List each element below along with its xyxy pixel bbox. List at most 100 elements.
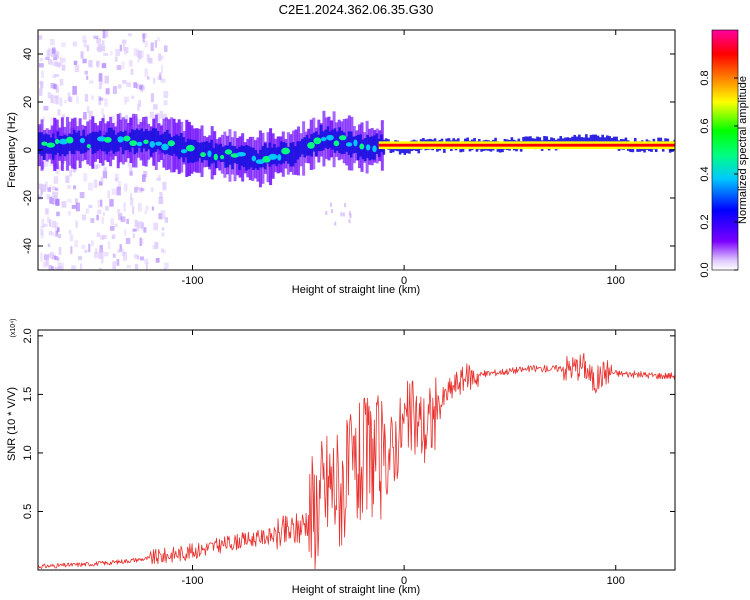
heatmap-noise-cell [154,40,158,48]
heatmap-noise-cell [38,183,43,190]
heatmap-core-cell [224,145,227,168]
heatmap-core-cell [259,149,262,168]
heatmap-core-cell [403,144,407,155]
heatmap-noise-cell [158,213,163,220]
heatmap-noise-cell [153,222,159,231]
heatmap-noise-cell [95,60,100,67]
heatmap-noise-cell [59,97,63,107]
colorbar-tick-label: 0.0 [699,262,711,277]
heatmap-core-cell [592,134,595,146]
heatmap-core-cell [219,143,223,162]
heatmap-noise-cell [112,261,116,270]
heatmap-noise-cell [139,84,144,90]
heatmap-noise-cell [61,64,66,71]
heatmap-core-cell [205,141,209,161]
heatmap-noise-cell [101,108,104,115]
top-y-tick-label: 0 [22,147,34,153]
heatmap-noise-cell [117,249,121,253]
heatmap-noise-cell [42,223,48,227]
heatmap-noise-cell [159,110,164,119]
heatmap-noise-cell [156,37,160,42]
heatmap-noise-cell [39,88,43,96]
heatmap-noise-cell [133,187,138,193]
heatmap-noise-cell [127,162,132,168]
heatmap-noise-cell [98,250,104,259]
heatmap-noise-cell [102,30,106,39]
heatmap-noise-cell [103,52,109,56]
heatmap-noise-cell [45,259,49,266]
heatmap-core-cell [86,134,90,151]
heatmap-core-cell [38,132,41,154]
heatmap-noise-cell [83,112,87,120]
heatmap-noise-cell [74,121,79,128]
heatmap-core-cell [266,147,269,164]
heatmap-noise-cell [51,47,56,54]
heatmap-peak-cell [129,140,138,147]
heatmap-peak-cell [149,141,156,148]
heatmap-core-cell [70,134,74,154]
heatmap-noise-cell [99,267,102,270]
spectrogram-heatmap [38,30,675,270]
heatmap-core-cell [231,145,234,170]
heatmap-peak-cell [180,149,188,154]
heatmap-core-cell [112,130,116,154]
heatmap-peak-cell [313,137,322,145]
heatmap-noise-cell [48,230,53,236]
bottom-x-tick-label: -100 [181,575,203,587]
heatmap-noise-cell [46,194,51,200]
heatmap-noise-cell [61,57,66,63]
heatmap-noise-cell [48,219,52,227]
heatmap-core-cell [180,133,183,158]
heatmap-noise-cell [70,246,73,254]
heatmap-noise-cell [58,266,63,270]
spectrogram-panel: -100 0 100 40 20 0 -20 -40 Height of straight l… [6,29,676,296]
heatmap-noise-cell [84,70,89,75]
heatmap-noise-cell [137,50,142,60]
heatmap-noise-cell [120,216,126,223]
heatmap-noise-cell [53,195,57,204]
heatmap-noise-cell [134,185,138,190]
heatmap-core-cell [342,132,346,154]
heatmap-noise-cell [100,176,104,184]
heatmap-core-cell [193,139,197,162]
colorbar: 0.0 0.2 0.4 0.6 0.8 Normalized spectral ampl… [699,29,749,278]
heatmap-noise-cell [125,237,131,244]
heatmap-core-cell [601,134,604,146]
heatmap-noise-cell [40,226,44,236]
heatmap-noise-cell [67,198,72,203]
snr-panel: -100 0 100 0.5 1.0 1.5 2.0 Height of straight … [6,319,676,596]
heatmap-noise-cell [43,254,49,261]
heatmap-noise-cell [40,81,44,89]
heatmap-noise-cell [81,244,86,249]
heatmap-noise-cell [141,174,146,182]
heatmap-peak-cell [167,140,175,147]
heatmap-noise-cell [137,255,140,260]
heatmap-core-cell [212,147,216,163]
heatmap-noise-cell [140,188,145,192]
heatmap-noise-cell [152,244,156,250]
heatmap-noise-cell [144,68,148,77]
heatmap-peak-cell [220,154,225,160]
heatmap-noise-cell [101,63,107,69]
heatmap-core-cell [198,142,202,159]
heatmap-peak-cell [255,159,265,165]
heatmap-noise-cell [153,77,156,84]
heatmap-noise-cell [149,111,154,118]
heatmap-noise-cell [69,169,73,177]
heatmap-noise-cell [96,62,99,69]
heatmap-noise-cell [86,106,90,114]
heatmap-noise-cell [76,96,79,104]
heatmap-noise-cell [164,217,168,223]
heatmap-noise-cell [50,117,56,127]
top-x-tick-label: 100 [607,275,625,287]
heatmap-core-cell [296,141,299,160]
heatmap-core-cell [375,133,379,154]
heatmap-noise-cell [103,166,108,170]
heatmap-core-cell [247,145,251,170]
heatmap-noise-cell [55,89,59,93]
heatmap-noise-cell [101,216,105,224]
heatmap-core-cell [217,144,220,161]
heatmap-noise-cell [136,49,139,58]
heatmap-noise-cell [59,269,64,270]
heatmap-noise-cell [47,243,51,248]
